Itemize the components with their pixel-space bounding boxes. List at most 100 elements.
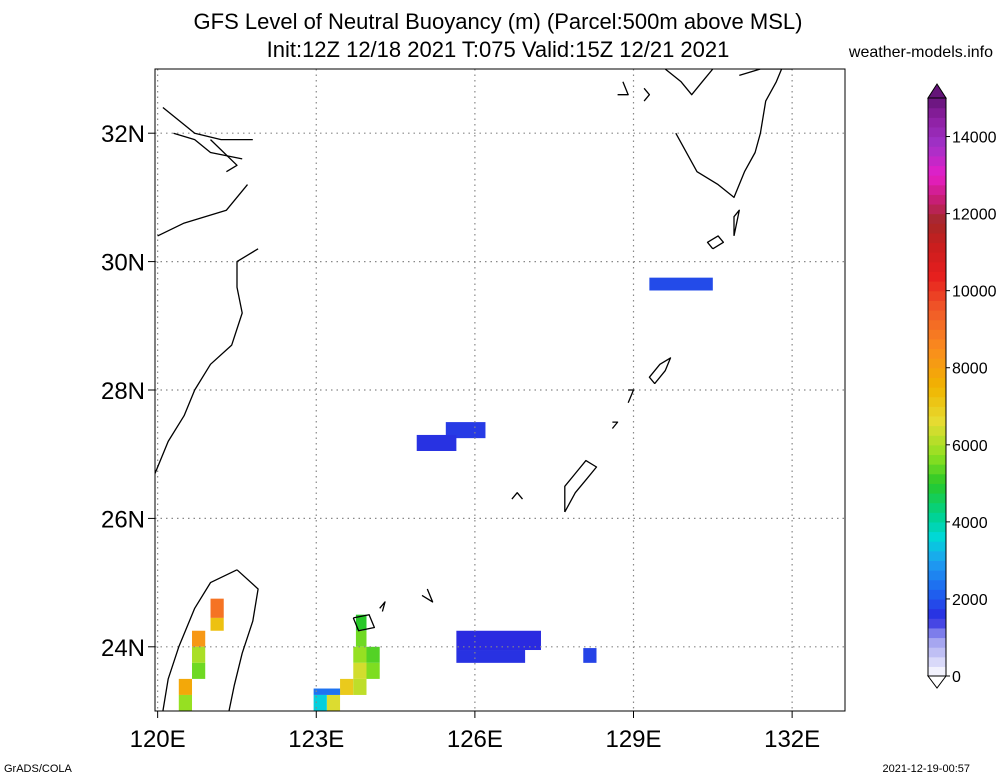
x-tick-label: 120E xyxy=(130,726,186,753)
colorbar-label: 14000 xyxy=(952,130,997,147)
plot-area xyxy=(155,69,845,711)
y-tick-label: 28N xyxy=(101,378,145,405)
lnb-cells xyxy=(178,277,713,711)
lnb-cell xyxy=(366,662,380,679)
chart-title-line2: Init:12Z 12/18 2021 T:075 Valid:15Z 12/2… xyxy=(266,37,730,62)
coastline xyxy=(739,69,795,77)
colorbar-label: 12000 xyxy=(952,207,997,224)
coastline xyxy=(421,588,434,603)
coastline xyxy=(210,139,238,173)
lnb-cell xyxy=(210,598,224,618)
colorbar-segment xyxy=(928,598,946,610)
lnb-cell xyxy=(456,630,541,651)
x-tick-label: 129E xyxy=(605,726,661,753)
colorbar-segment xyxy=(928,175,946,186)
colorbar-segment xyxy=(928,290,946,301)
coastline xyxy=(611,421,619,429)
lnb-cell xyxy=(340,678,354,695)
colorbar-segment xyxy=(928,319,946,330)
coastline xyxy=(379,601,386,612)
colorbar-segment xyxy=(928,203,946,215)
colorbar-segment xyxy=(928,627,946,639)
lnb-cell xyxy=(353,662,367,679)
coastline xyxy=(157,184,249,237)
colorbar-segment xyxy=(928,647,946,658)
lnb-cell xyxy=(366,646,380,663)
colorbar-segment xyxy=(928,415,946,427)
y-tick-label: 24N xyxy=(101,635,145,662)
colorbar-segment xyxy=(928,454,946,465)
x-tick-label: 123E xyxy=(288,726,344,753)
colorbar-segment xyxy=(928,165,946,176)
colorbar-segment xyxy=(928,252,946,263)
colorbar-segment xyxy=(928,387,946,398)
colorbar-segment xyxy=(928,473,946,484)
lnb-cell xyxy=(355,630,367,647)
coastline xyxy=(228,569,259,711)
lnb-cell xyxy=(456,650,526,663)
colorbar-segment xyxy=(928,608,946,619)
colorbar-segment xyxy=(928,367,946,378)
y-tick-label: 30N xyxy=(101,250,145,277)
lnb-cell xyxy=(192,646,206,663)
lnb-cell xyxy=(353,646,367,663)
footer-timestamp: 2021-12-19-00:57 xyxy=(882,763,970,775)
colorbar-segment xyxy=(928,309,946,321)
colorbar-segment xyxy=(928,194,946,205)
colorbar-segment xyxy=(928,531,946,542)
coastline xyxy=(648,357,672,385)
colorbar-segment xyxy=(928,223,946,234)
colorbar-segment xyxy=(928,358,946,369)
coastline xyxy=(155,248,259,474)
colorbar-segment xyxy=(928,618,946,629)
lnb-cell xyxy=(353,678,367,695)
coastline xyxy=(706,235,725,250)
colorbar-segment xyxy=(928,444,946,456)
lnb-cell xyxy=(313,694,327,711)
colorbar-segment xyxy=(928,512,946,523)
coastline xyxy=(617,81,629,96)
colorbar-segment xyxy=(928,666,946,677)
lnb-cell xyxy=(192,662,206,679)
colorbar-segment xyxy=(928,338,946,350)
coastline xyxy=(627,389,635,404)
lnb-cell xyxy=(178,694,193,711)
colorbar-segment xyxy=(928,570,946,581)
colorbar-segment xyxy=(928,550,946,561)
colorbar-segment xyxy=(928,184,946,195)
colorbar-segment xyxy=(928,146,946,157)
lnb-cell xyxy=(192,630,206,647)
chart-title-line1: GFS Level of Neutral Buoyancy (m) (Parce… xyxy=(193,9,803,34)
colorbar-segment xyxy=(928,521,946,533)
colorbar: 0 2000 4000 6000 8000 10000 12000 14000 xyxy=(927,83,997,689)
lnb-cell xyxy=(210,617,224,631)
coastline xyxy=(675,69,783,199)
lnb-cell xyxy=(313,688,341,695)
coastlines xyxy=(155,69,795,711)
colorbar-segment xyxy=(928,656,946,667)
colorbar-segment xyxy=(928,281,946,292)
colorbar-segment xyxy=(928,425,946,436)
colorbar-max-arrow xyxy=(927,83,947,99)
colorbar-segment xyxy=(928,136,946,147)
lnb-cell xyxy=(326,694,341,711)
colorbar-segment xyxy=(928,126,946,138)
colorbar-segment xyxy=(928,396,946,407)
colorbar-segment xyxy=(928,541,946,552)
colorbar-label: 8000 xyxy=(952,361,988,378)
colorbar-segment xyxy=(928,483,946,494)
colorbar-segment xyxy=(928,579,946,590)
colorbar-segment xyxy=(928,98,946,109)
coastline xyxy=(664,69,714,96)
colorbar-segment xyxy=(928,300,946,311)
lnb-cell xyxy=(416,434,457,451)
coastline xyxy=(352,614,376,632)
colorbar-segment xyxy=(928,261,946,272)
coastline xyxy=(162,569,238,711)
colorbar-label: 2000 xyxy=(952,592,988,609)
colorbar-label: 0 xyxy=(952,669,961,686)
colorbar-segment xyxy=(928,435,946,446)
colorbar-label: 10000 xyxy=(952,284,997,301)
footer-grads: GrADS/COLA xyxy=(4,763,72,775)
